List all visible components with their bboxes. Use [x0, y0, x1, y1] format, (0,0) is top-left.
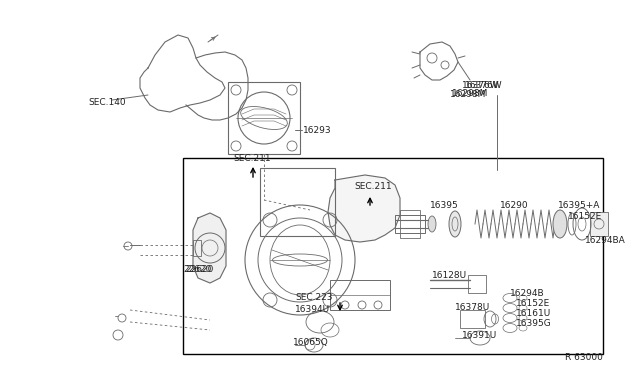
Text: 16395G: 16395G: [516, 318, 552, 327]
Text: 22620: 22620: [185, 266, 213, 275]
Bar: [228, 82, 300, 154]
Text: 16395+A: 16395+A: [558, 201, 600, 209]
Text: 16376W: 16376W: [465, 80, 502, 90]
Bar: [193, 240, 201, 256]
Bar: [395, 215, 425, 233]
Text: 16298M: 16298M: [452, 89, 488, 97]
Text: 16376W: 16376W: [462, 80, 500, 90]
Polygon shape: [193, 213, 226, 283]
Text: SEC.211: SEC.211: [233, 154, 271, 163]
Text: 16152E: 16152E: [516, 298, 550, 308]
Text: SEC.211: SEC.211: [354, 182, 392, 190]
Bar: [468, 275, 486, 293]
Bar: [460, 310, 485, 328]
Text: 16298M: 16298M: [450, 90, 486, 99]
Text: 16161U: 16161U: [516, 308, 551, 317]
Polygon shape: [328, 175, 400, 242]
Text: 16152E: 16152E: [568, 212, 602, 221]
Text: SEC.140: SEC.140: [88, 97, 125, 106]
Text: R 63000: R 63000: [565, 353, 603, 362]
Text: 16128U: 16128U: [432, 270, 467, 279]
Ellipse shape: [553, 210, 567, 238]
Text: 22620: 22620: [183, 266, 211, 275]
Text: SEC.223: SEC.223: [295, 294, 333, 302]
Bar: [590, 212, 608, 236]
Text: 16294BA: 16294BA: [585, 235, 626, 244]
Ellipse shape: [428, 216, 436, 232]
Text: 16293: 16293: [303, 125, 332, 135]
Text: 16395: 16395: [430, 201, 459, 209]
Bar: [260, 168, 335, 236]
Bar: [183, 158, 603, 354]
Text: 16065Q: 16065Q: [293, 337, 329, 346]
Text: 16294B: 16294B: [510, 289, 545, 298]
Text: 16378U: 16378U: [455, 304, 490, 312]
Text: 16394U: 16394U: [295, 305, 330, 314]
Text: 16290: 16290: [500, 201, 529, 209]
Ellipse shape: [449, 211, 461, 237]
Bar: [330, 280, 390, 310]
Bar: [400, 210, 420, 238]
Text: 16391U: 16391U: [462, 330, 497, 340]
